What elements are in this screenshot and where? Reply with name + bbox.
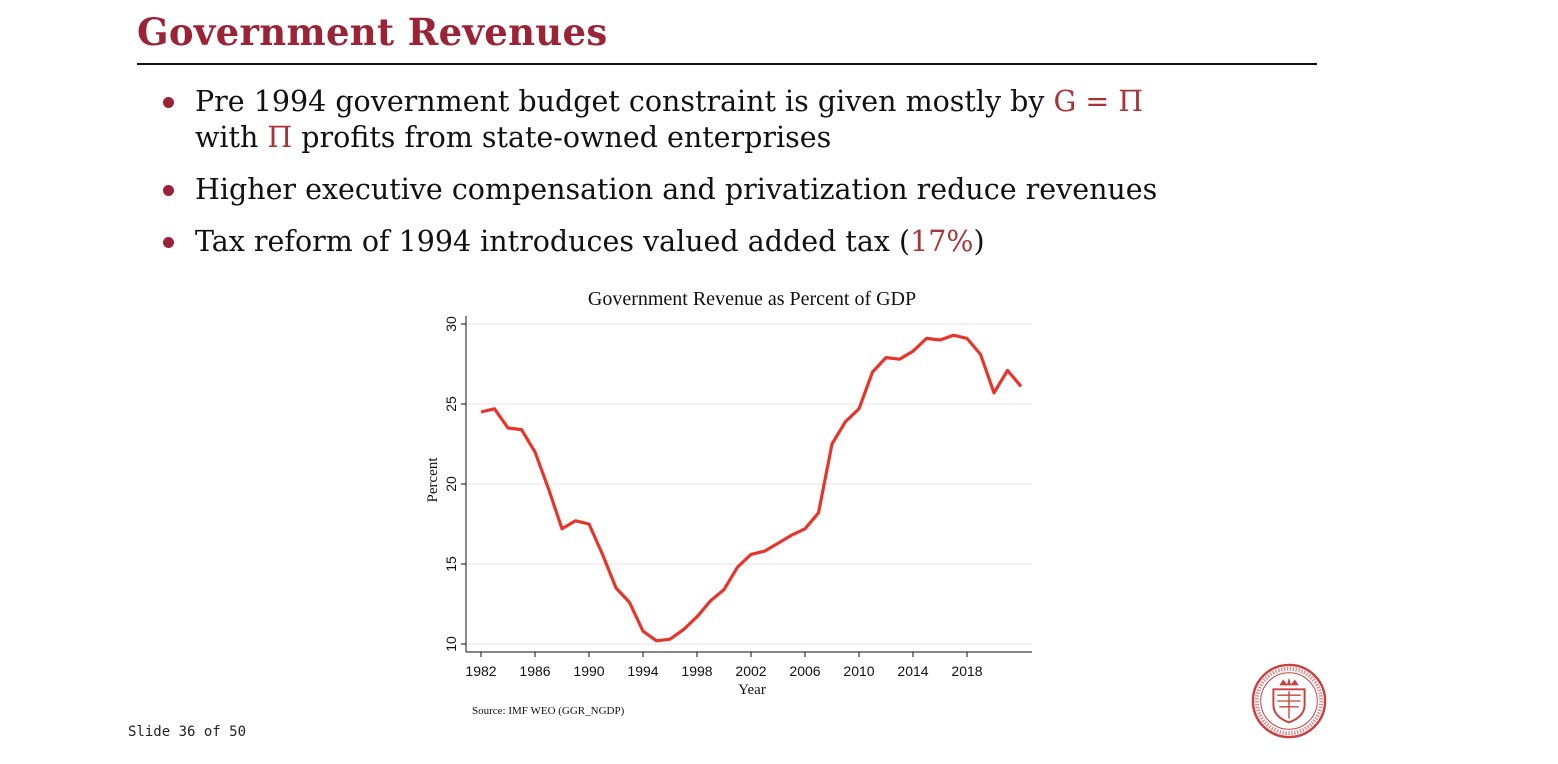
chart-source: Source: IMF WEO (GGR_NGDP)	[472, 705, 625, 717]
y-tick-label: 10	[443, 636, 459, 652]
bullet-text: Tax reform of 1994 introduces valued add…	[195, 225, 911, 258]
x-tick-label: 2010	[843, 663, 874, 679]
y-tick-label: 25	[443, 396, 459, 412]
y-tick-label: 15	[443, 556, 459, 572]
x-tick-label: 1994	[627, 663, 658, 679]
bullet-text: with	[195, 121, 268, 154]
math-expression: 17%	[910, 225, 974, 258]
chart-gridlines	[467, 323, 1032, 645]
title-divider	[137, 63, 1317, 65]
math-expression: Π	[267, 121, 293, 154]
bullet-dot	[163, 185, 174, 196]
slide-title: Government Revenues	[137, 10, 608, 54]
x-axis-label: Year	[738, 682, 766, 698]
bullet-text: Higher executive compensation and privat…	[195, 173, 1158, 206]
data-points	[480, 335, 1022, 641]
x-axis-ticks: 1982 1986 1990 1994 1998 2002 2006 2010 2014 2018	[465, 652, 983, 679]
slide-number: Slide 36 of 50	[128, 724, 247, 740]
math-expression: G = Π	[1053, 85, 1144, 118]
bullet-line: Pre 1994 government budget constraint is…	[195, 84, 1143, 120]
x-tick-label: 1990	[573, 663, 604, 679]
series-line	[480, 333, 1023, 643]
x-tick-label: 1986	[519, 663, 550, 679]
bullet-text: profits from state-owned enterprises	[292, 121, 832, 154]
x-tick-label: 1998	[681, 663, 712, 679]
x-tick-label: 2018	[951, 663, 982, 679]
y-axis-label: Percent	[425, 457, 441, 503]
bullet-dot	[163, 237, 174, 248]
chart-title: Government Revenue as Percent of GDP	[588, 288, 916, 310]
y-axis-ticks: 10 15 20 25 30	[443, 316, 466, 652]
bullet-line: with Π profits from state-owned enterpri…	[195, 120, 1143, 156]
x-tick-label: 1982	[465, 663, 496, 679]
bullet-item: Higher executive compensation and privat…	[163, 172, 1157, 208]
x-tick-label: 2006	[789, 663, 820, 679]
y-tick-label: 30	[443, 316, 459, 332]
y-tick-label: 20	[443, 476, 459, 492]
bullet-text: )	[973, 225, 985, 258]
bullet-item: Tax reform of 1994 introduces valued add…	[163, 224, 985, 260]
x-tick-label: 2002	[735, 663, 766, 679]
bullet-text: Pre 1994 government budget constraint is…	[195, 85, 1054, 118]
x-tick-label: 2014	[897, 663, 928, 679]
bullet-dot	[163, 97, 174, 108]
university-seal-icon	[1251, 663, 1327, 739]
bullet-item: Pre 1994 government budget constraint is…	[163, 84, 1143, 156]
